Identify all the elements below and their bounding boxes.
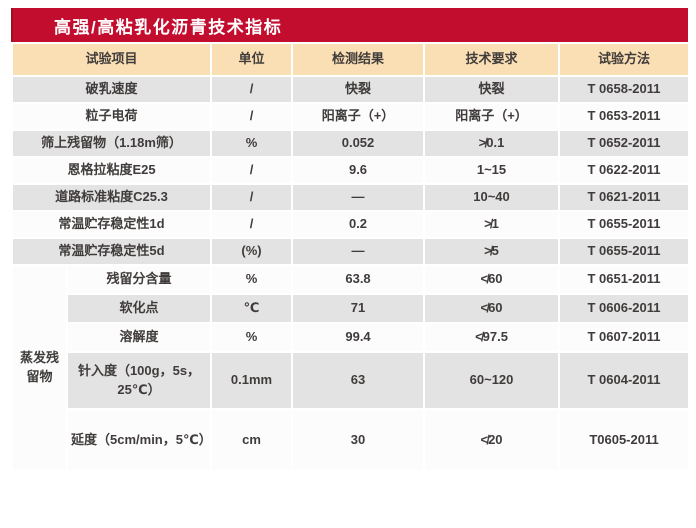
title-bar: 高强/高粘乳化沥青技术指标 xyxy=(11,8,688,42)
cell-method: T 0622-2011 xyxy=(558,156,691,185)
table-row: 破乳速度 / 快裂 快裂 T 0658-2011 xyxy=(10,75,691,104)
cell-method: T 0653-2011 xyxy=(558,102,691,131)
table-row: 延度（5cm/min，5℃） cm 30 ≮20 T0605-2011 xyxy=(12,408,691,472)
header-requirement: 技术要求 xyxy=(423,42,561,77)
table-row: 蒸发残留物 残留分含量 % 63.8 ≮60 T 0651-2011 xyxy=(11,264,691,472)
cell-item: 常温贮存稳定性5d xyxy=(10,237,213,266)
group-label-cell: 蒸发残留物 xyxy=(11,264,68,472)
cell-method: T 0652-2011 xyxy=(558,129,691,158)
header-item: 试验项目 xyxy=(10,42,213,77)
header-method: 试验方法 xyxy=(558,42,691,77)
cell-unit: / xyxy=(210,75,294,104)
cell-item: 软化点 xyxy=(65,293,213,324)
cell-unit: % xyxy=(210,264,294,295)
cell-method: T 0604-2011 xyxy=(558,351,691,410)
cell-requirement: 阳离子（+） xyxy=(423,102,561,131)
table-row: 筛上残留物（1.18m筛） % 0.052 ≯0.1 T 0652-2011 xyxy=(10,129,691,158)
cell-method: T 0651-2011 xyxy=(558,264,691,295)
cell-requirement: ≯0.1 xyxy=(423,129,561,158)
cell-result: 63.8 xyxy=(291,264,426,295)
cell-item: 常温贮存稳定性1d xyxy=(10,210,213,239)
cell-item: 针入度（100g，5s，25℃） xyxy=(65,351,213,410)
cell-item: 溶解度 xyxy=(65,322,213,353)
cell-unit: ℃ xyxy=(210,293,294,324)
table-row: 恩格拉粘度E25 / 9.6 1~15 T 0622-2011 xyxy=(10,156,691,185)
cell-result: — xyxy=(291,237,426,266)
page-title: 高强/高粘乳化沥青技术指标 xyxy=(54,17,283,37)
cell-unit: / xyxy=(210,156,294,185)
cell-requirement: ≯5 xyxy=(423,237,561,266)
cell-method: T 0655-2011 xyxy=(558,237,691,266)
cell-item: 破乳速度 xyxy=(10,75,213,104)
cell-requirement: ≮20 xyxy=(423,408,561,472)
spec-table: 试验项目 单位 检测结果 技术要求 试验方法 破乳速度 / 快裂 快裂 T 06… xyxy=(10,42,691,472)
cell-unit: 0.1mm xyxy=(210,351,294,410)
cell-item: 恩格拉粘度E25 xyxy=(10,156,213,185)
table-row: 粒子电荷 / 阳离子（+） 阳离子（+） T 0653-2011 xyxy=(10,102,691,131)
cell-result: — xyxy=(291,183,426,212)
table-row: 针入度（100g，5s，25℃） 0.1mm 63 60~120 T 0604-… xyxy=(12,351,691,410)
spec-sheet: 高强/高粘乳化沥青技术指标 试验项目 单位 检测结果 技术要求 试验方法 破乳速… xyxy=(10,8,691,472)
cell-unit: / xyxy=(210,102,294,131)
cell-unit: % xyxy=(210,129,294,158)
cell-requirement: ≮97.5 xyxy=(423,322,561,353)
cell-requirement: 1~15 xyxy=(423,156,561,185)
cell-method: T 0655-2011 xyxy=(558,210,691,239)
cell-result: 阳离子（+） xyxy=(291,102,426,131)
cell-unit: / xyxy=(210,183,294,212)
table-row: 常温贮存稳定性5d (%) — ≯5 T 0655-2011 xyxy=(10,237,691,266)
cell-requirement: ≯1 xyxy=(423,210,561,239)
cell-method: T 0658-2011 xyxy=(558,75,691,104)
header-result: 检测结果 xyxy=(291,42,426,77)
cell-result: 0.052 xyxy=(291,129,426,158)
cell-requirement: 快裂 xyxy=(423,75,561,104)
table-header-row: 试验项目 单位 检测结果 技术要求 试验方法 xyxy=(10,42,691,77)
cell-item: 残留分含量 xyxy=(65,264,213,295)
table-row: 道路标准粘度C25.3 / — 10~40 T 0621-2011 xyxy=(10,183,691,212)
cell-result: 99.4 xyxy=(291,322,426,353)
cell-requirement: ≮60 xyxy=(423,264,561,295)
cell-result: 快裂 xyxy=(291,75,426,104)
cell-requirement: 60~120 xyxy=(423,351,561,410)
cell-unit: / xyxy=(210,210,294,239)
table-row: 常温贮存稳定性1d / 0.2 ≯1 T 0655-2011 xyxy=(10,210,691,239)
cell-item: 延度（5cm/min，5℃） xyxy=(65,408,213,472)
cell-item: 筛上残留物（1.18m筛） xyxy=(10,129,213,158)
table-row: 溶解度 % 99.4 ≮97.5 T 0607-2011 xyxy=(12,322,691,353)
cell-result: 63 xyxy=(291,351,426,410)
cell-item: 道路标准粘度C25.3 xyxy=(10,183,213,212)
cell-result: 0.2 xyxy=(291,210,426,239)
table-row: 软化点 ℃ 71 ≮60 T 0606-2011 xyxy=(12,293,691,324)
cell-requirement: 10~40 xyxy=(423,183,561,212)
cell-method: T 0621-2011 xyxy=(558,183,691,212)
cell-unit: % xyxy=(210,322,294,353)
cell-result: 9.6 xyxy=(291,156,426,185)
cell-result: 30 xyxy=(291,408,426,472)
cell-unit: cm xyxy=(210,408,294,472)
cell-method: T0605-2011 xyxy=(558,408,691,472)
cell-requirement: ≮60 xyxy=(423,293,561,324)
cell-item: 粒子电荷 xyxy=(10,102,213,131)
cell-method: T 0606-2011 xyxy=(558,293,691,324)
header-unit: 单位 xyxy=(210,42,294,77)
cell-method: T 0607-2011 xyxy=(558,322,691,353)
cell-result: 71 xyxy=(291,293,426,324)
cell-unit: (%) xyxy=(210,237,294,266)
